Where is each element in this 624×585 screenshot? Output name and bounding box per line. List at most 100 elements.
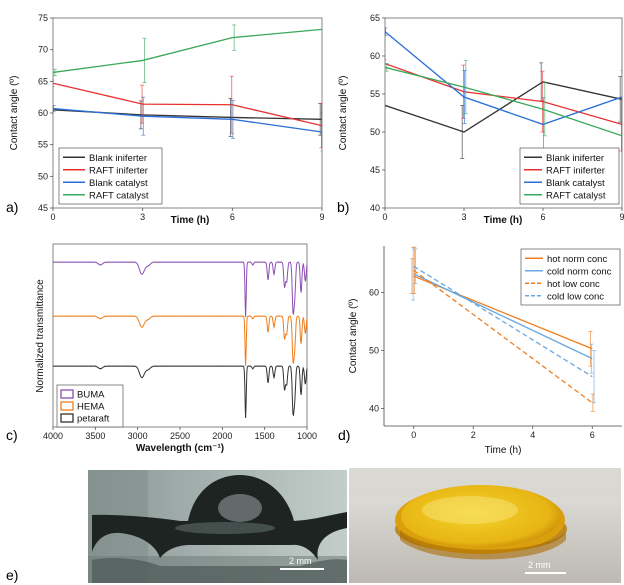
chart-a-xtick-label: 0 (50, 212, 55, 222)
photo-panel-e: e) 2 mm 2 mm (6, 468, 621, 583)
chart-c-legend-label: HEMA (77, 402, 105, 413)
chart-d-error-bar (413, 248, 418, 285)
chart-a-error-bar (141, 96, 146, 136)
chart-c-legend-label: petaraft (77, 414, 110, 425)
chart-b-error-bar (463, 60, 468, 115)
chart-d-xtick-label: 4 (530, 430, 535, 440)
chart-c-xtick-label: 4000 (43, 431, 63, 441)
chart-c-legend-swatch (60, 401, 74, 411)
chart-d-ytick-label: 40 (369, 404, 379, 414)
chart-c-xtick-label: 2500 (170, 431, 190, 441)
chart-b-panel-label: b) (337, 199, 349, 215)
chart-d-xtick-label: 2 (471, 430, 476, 440)
chart-c-panel-label: c) (6, 427, 18, 443)
chart-d-series-line (413, 269, 593, 404)
chart-b-legend-label: Blank catalyst (546, 178, 605, 189)
chart-d-error-bar (592, 350, 597, 404)
chart-d-ylabel: Contact angle (º) (348, 299, 359, 374)
chart-a-error-bar (232, 24, 237, 51)
resin-disc-photo: 2 mm (349, 468, 621, 583)
chart-a-legend-label: RAFT iniferter (89, 165, 148, 176)
chart-a-error-bar (230, 99, 235, 139)
chart-d-legend-label: hot low conc (547, 279, 600, 290)
chart-b-error-bar (385, 63, 389, 72)
chart-b-xtick-label: 0 (382, 212, 387, 222)
chart-a-series-line (53, 107, 322, 133)
chart-c-legend-label: BUMA (77, 390, 105, 401)
chart-b-legend-label: Blank iniferter (546, 153, 604, 164)
chart-b-xtick-label: 3 (461, 212, 466, 222)
chart-b: 0 3 6 9 40 45 50 55 60 65 Time (h) Contact angle … (337, 13, 624, 226)
chart-c-xtick-label: 2000 (212, 431, 232, 441)
chart-b-ytick-label: 40 (370, 203, 380, 213)
chart-c-xtick-label: 3500 (85, 431, 105, 441)
chart-a-ytick-label: 50 (38, 171, 48, 181)
chart-a-ytick-label: 70 (38, 45, 48, 55)
chart-a-error-bar (53, 68, 57, 77)
chart-a-xtick-label: 3 (140, 212, 145, 222)
chart-b-ytick-label: 55 (370, 89, 380, 99)
chart-c-spectrum-line (52, 315, 308, 367)
chart-d-xtick-label: 6 (590, 430, 595, 440)
droplet-shape (92, 475, 347, 560)
chart-b-plot-frame (384, 17, 623, 209)
chart-a-legend-label: Blank iniferter (89, 153, 147, 164)
chart-c: 4000 3500 3000 2500 2000 1500 1000 Wavelength … (6, 243, 317, 454)
left-scale-label: 2 mm (289, 556, 312, 566)
droplet-photo: 2 mm (88, 470, 347, 583)
chart-b-ytick-label: 45 (370, 165, 380, 175)
chart-d-error-bar (412, 246, 417, 295)
chart-d: 0 2 4 6 40 50 60 Time (h) Contact angle (º) d)… (338, 246, 622, 456)
chart-c-legend-swatch (60, 413, 74, 423)
chart-a-xtick-label: 6 (230, 212, 235, 222)
chart-a: 0 3 6 9 45 50 55 60 65 70 75 Time (h) Contact angl… (6, 13, 325, 226)
chart-d-series-line (413, 273, 593, 360)
resin-disc-shape (401, 485, 561, 547)
chart-b-xlabel: Time (h) (484, 215, 523, 226)
photo-panel-label: e) (6, 567, 18, 583)
chart-b-ytick-label: 65 (370, 13, 380, 23)
chart-c-xlabel: Wavelength (cm⁻¹) (136, 443, 224, 454)
chart-b-series-line (385, 31, 622, 126)
chart-b-xtick-label: 6 (540, 212, 545, 222)
chart-d-ytick-label: 50 (369, 346, 379, 356)
chart-d-ytick-label: 60 (369, 287, 379, 297)
chart-d-legend-label: cold low conc (547, 291, 604, 302)
chart-a-series-line (53, 28, 322, 74)
chart-c-xtick-label: 1500 (255, 431, 275, 441)
chart-d-series-line (413, 265, 593, 378)
chart-c-xtick-label: 3000 (128, 431, 148, 441)
chart-a-ylabel: Contact angle (º) (9, 76, 20, 151)
chart-b-ytick-label: 60 (370, 51, 380, 61)
chart-b-ytick-label: 50 (370, 127, 380, 137)
chart-b-series-line (385, 81, 622, 133)
chart-c-xtick-label: 1000 (297, 431, 317, 441)
chart-d-xlabel: Time (h) (485, 445, 522, 456)
chart-a-panel-label: a) (6, 199, 18, 215)
chart-a-ytick-label: 60 (38, 108, 48, 118)
chart-b-series-line (385, 62, 622, 126)
chart-c-spectrum-line (52, 365, 308, 419)
chart-d-error-bar (589, 343, 594, 374)
chart-b-legend-label: RAFT catalyst (546, 190, 606, 201)
chart-d-panel-label: d) (338, 427, 350, 443)
chart-d-legend-label: cold norm conc (547, 266, 612, 277)
chart-a-ytick-label: 65 (38, 76, 48, 86)
chart-b-error-bar (542, 82, 547, 137)
chart-d-xtick-label: 0 (411, 430, 416, 440)
chart-c-spectrum-line (52, 261, 308, 318)
chart-c-legend-swatch (60, 389, 74, 399)
chart-d-legend-label: hot norm conc (547, 254, 607, 265)
chart-a-legend-label: Blank catalyst (89, 178, 148, 189)
chart-a-ytick-label: 75 (38, 13, 48, 23)
chart-b-ylabel: Contact angle (º) (338, 76, 349, 151)
chart-b-legend-label: RAFT iniferter (546, 165, 605, 176)
chart-a-error-bar (142, 37, 147, 83)
chart-a-error-bar (320, 112, 322, 152)
chart-a-error-bar (319, 103, 322, 149)
